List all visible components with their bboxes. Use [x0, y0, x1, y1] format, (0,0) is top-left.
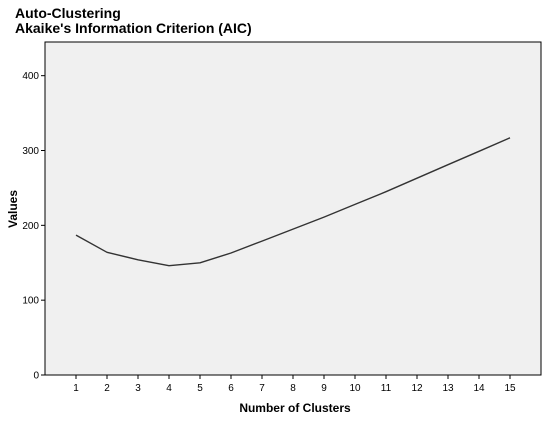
y-tick-label: 0 — [33, 371, 39, 382]
chart-title: Auto-Clustering Akaike's Information Cri… — [15, 6, 252, 36]
chart-title-main: Auto-Clustering — [15, 5, 121, 21]
y-axis-title: Values — [6, 190, 20, 228]
chart-subtitle: Akaike's Information Criterion (AIC) — [15, 20, 252, 36]
x-tick-label: 2 — [104, 383, 110, 394]
series-layer — [75, 137, 511, 267]
y-tick-label: 100 — [22, 296, 39, 307]
plot-area — [44, 41, 542, 376]
x-tick-label: 3 — [135, 383, 141, 394]
x-tick-label: 4 — [166, 383, 172, 394]
x-tick-label: 15 — [504, 383, 516, 394]
x-tick-label: 9 — [321, 383, 327, 394]
x-tick-label: 11 — [381, 383, 392, 394]
y-axis: 0 100 200 300 400 — [22, 71, 45, 382]
x-axis: 1 2 3 4 5 6 7 8 9 10 11 12 13 14 15 — [73, 375, 516, 394]
x-axis-title: Number of Clusters — [239, 401, 351, 415]
x-tick-label: 5 — [197, 383, 203, 394]
x-tick-label: 13 — [442, 383, 454, 394]
x-tick-label: 6 — [228, 383, 234, 394]
x-tick-label: 12 — [411, 383, 423, 394]
series-line — [75, 137, 511, 267]
x-tick-label: 7 — [259, 383, 265, 394]
x-tick-label: 10 — [349, 383, 361, 394]
y-tick-label: 400 — [22, 71, 39, 82]
x-tick-label: 14 — [473, 383, 485, 394]
x-tick-label: 1 — [73, 383, 79, 394]
y-tick-label: 300 — [22, 146, 39, 157]
x-tick-label: 8 — [290, 383, 296, 394]
y-tick-label: 200 — [22, 221, 39, 232]
